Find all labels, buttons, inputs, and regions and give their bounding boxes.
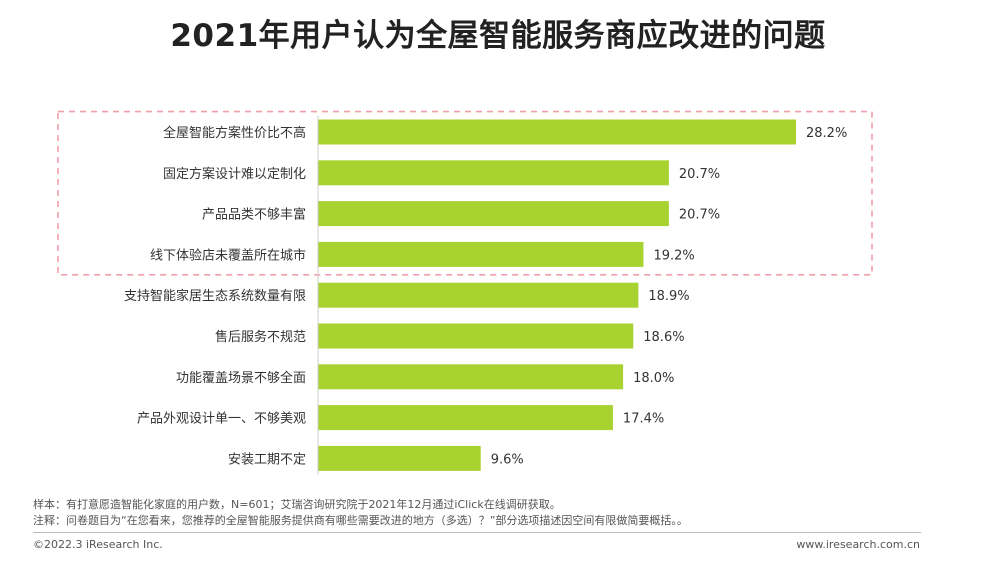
bar [318, 160, 669, 186]
copyright-text: ©2022.3 iResearch Inc. [33, 538, 163, 551]
value-label: 28.2% [806, 126, 847, 141]
category-label: 线下体验店未覆盖所在城市 [150, 247, 306, 263]
bar [318, 445, 481, 471]
value-label: 20.7% [679, 167, 720, 182]
comment-note: 注释：问卷题目为“在您看来，您推荐的全屋智能服务提供商有哪些需要改进的地方（多选… [33, 514, 688, 527]
value-label: 20.7% [679, 208, 720, 223]
value-label: 18.9% [648, 289, 689, 304]
highlight-box [57, 110, 873, 276]
website-link: www.iresearch.com.cn [796, 538, 920, 551]
value-label: 18.6% [643, 330, 684, 345]
value-label: 19.2% [653, 248, 694, 263]
bar [318, 201, 669, 227]
category-label: 产品品类不够丰富 [202, 207, 306, 223]
chart-title: 2021年用户认为全屋智能服务商应改进的问题 [170, 18, 826, 54]
bar [318, 119, 796, 145]
category-label: 产品外观设计单一、不够美观 [137, 412, 306, 427]
bar [318, 405, 613, 431]
bar [318, 323, 634, 349]
category-label: 全屋智能方案性价比不高 [163, 125, 306, 141]
value-label: 18.0% [633, 371, 674, 386]
value-label: 9.6% [491, 452, 524, 467]
category-label: 售后服务不规范 [215, 329, 306, 345]
bar [318, 241, 644, 267]
bar [318, 364, 624, 390]
category-label: 支持智能家居生态系统数量有限 [124, 288, 306, 304]
category-label: 安装工期不定 [228, 452, 306, 467]
bar [318, 282, 639, 308]
sample-note: 样本：有打意愿造智能化家庭的用户数，N=601；艾瑞咨询研究院于2021年12月… [33, 498, 561, 511]
value-label: 17.4% [623, 412, 664, 427]
category-label: 功能覆盖场景不够全面 [176, 370, 306, 386]
footer-divider [33, 532, 921, 533]
category-label: 固定方案设计难以定制化 [163, 166, 306, 182]
